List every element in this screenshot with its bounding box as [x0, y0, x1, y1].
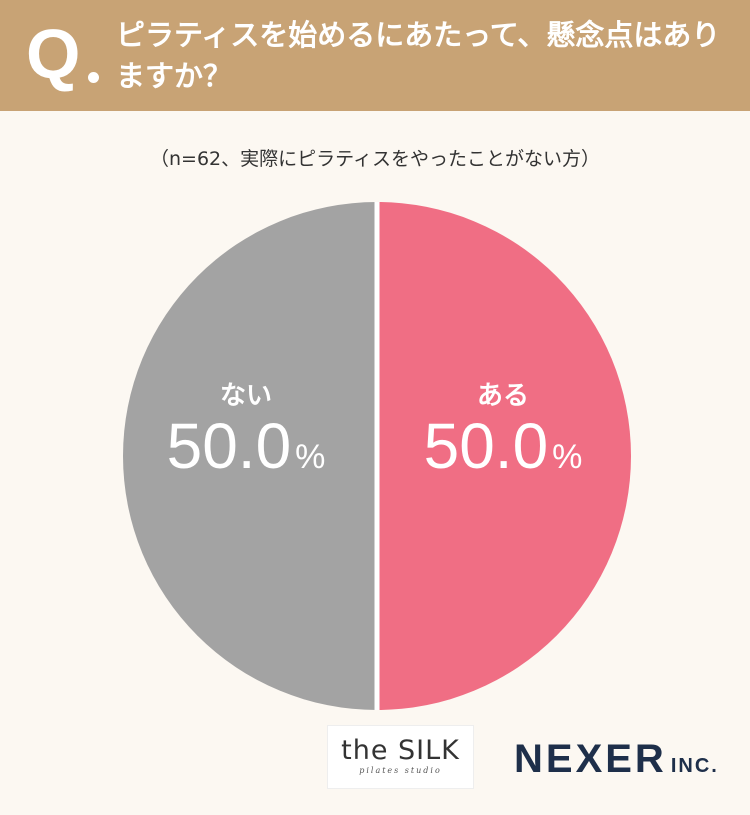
q-dot: [88, 72, 99, 83]
the-silk-logo: the SILK pilates studio: [327, 725, 474, 789]
question-text: ピラティスを始めるにあたって、懸念点はありますか？: [116, 18, 721, 93]
nexer-logo-inc: INC.: [670, 755, 719, 777]
slice-value-aru-number: 50.0: [423, 410, 549, 482]
slice-label-nai: ない 50.0%: [126, 381, 366, 492]
slice-name-nai: ない: [219, 381, 272, 411]
slice-value-aru: 50.0%: [383, 411, 623, 492]
silk-logo-main: the SILK: [341, 735, 460, 766]
slice-value-aru-unit: %: [552, 438, 583, 476]
slice-value-nai-unit: %: [295, 438, 326, 476]
pie-slice-nai: [123, 202, 377, 710]
slice-name-aru: ある: [476, 381, 529, 411]
slice-value-nai-number: 50.0: [166, 410, 292, 482]
pie-slice-aru: [377, 202, 631, 710]
nexer-logo: NEXER INC.: [514, 737, 719, 781]
q-mark: Q: [26, 15, 81, 93]
slice-label-aru: ある 50.0%: [383, 381, 623, 492]
nexer-logo-main: NEXER: [514, 737, 667, 781]
sample-note: （n=62、実際にピラティスをやったことがない方）: [150, 148, 600, 170]
silk-logo-sub: pilates studio: [359, 766, 442, 775]
question-header: Q ピラティスを始めるにあたって、懸念点はありますか？: [0, 0, 750, 111]
slice-value-nai: 50.0%: [126, 411, 366, 492]
